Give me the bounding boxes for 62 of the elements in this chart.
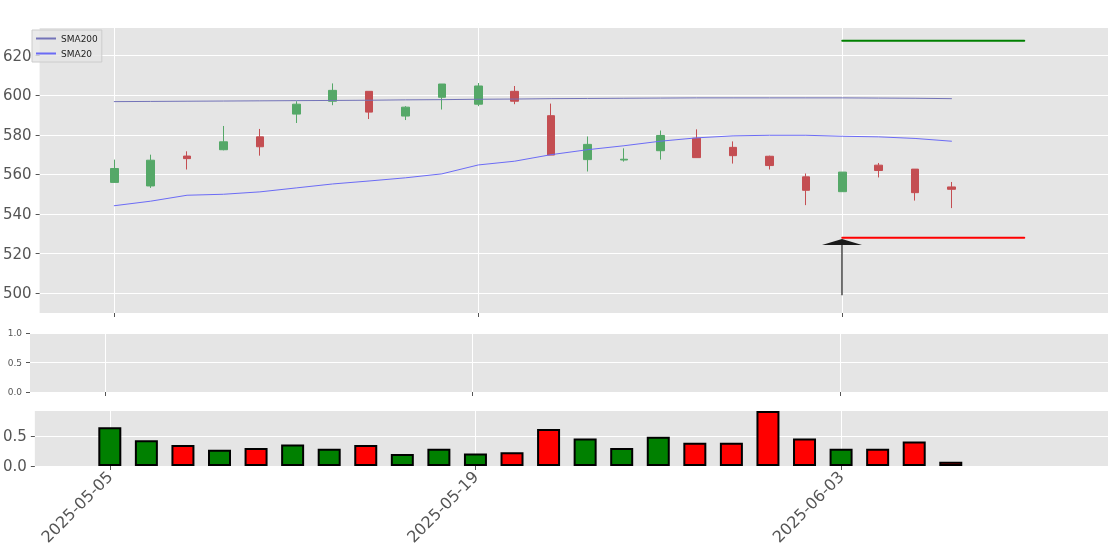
bar — [939, 461, 963, 466]
candlestick — [474, 82, 483, 107]
bar — [866, 448, 890, 466]
bar — [317, 448, 341, 466]
legend-label: SMA200 — [61, 33, 99, 44]
bar — [171, 445, 195, 466]
y-tick-label: 540 — [2, 205, 32, 224]
candlestick — [292, 100, 301, 124]
bar — [646, 436, 670, 466]
bar — [683, 442, 707, 466]
y-tick-label: 580 — [2, 125, 32, 144]
candlestick — [401, 105, 410, 121]
bar — [500, 452, 524, 466]
bar — [463, 453, 487, 466]
candlestick — [365, 90, 373, 120]
candlestick — [146, 154, 155, 189]
candlestick — [110, 159, 119, 183]
candlestick — [874, 162, 883, 178]
y-tick-label: 0.0 — [3, 457, 27, 475]
bar — [427, 448, 451, 466]
candlestick — [692, 128, 701, 159]
candlestick — [547, 103, 555, 156]
y-tick-label: 0.5 — [7, 357, 22, 368]
bar — [902, 441, 926, 466]
candlestick — [765, 155, 774, 171]
candlestick — [183, 150, 191, 171]
candlestick — [620, 147, 628, 163]
y-tick-label: 0.0 — [7, 387, 23, 397]
line-series — [113, 134, 952, 207]
bar — [756, 411, 780, 466]
candlestick — [947, 181, 956, 209]
candlestick — [729, 140, 737, 165]
candlestick — [438, 83, 446, 111]
candlestick — [911, 168, 919, 202]
bar — [354, 445, 378, 466]
legend-label: SMA20 — [61, 48, 93, 59]
candlestick — [219, 125, 228, 151]
bar — [573, 438, 597, 466]
y-tick-label: 0.5 — [3, 427, 27, 446]
bar — [719, 442, 743, 466]
y-tick-label: 1.0 — [7, 328, 23, 338]
candlestick — [328, 82, 337, 106]
y-tick-label: 500 — [2, 284, 32, 303]
y-tick-label: 560 — [2, 165, 32, 184]
bar — [98, 427, 122, 466]
candlestick — [656, 130, 665, 161]
candlestick — [256, 128, 264, 157]
bar — [134, 440, 158, 466]
candlestick — [802, 172, 810, 206]
candlestick — [583, 135, 592, 172]
candlestick — [838, 171, 847, 193]
y-tick-label: 520 — [2, 244, 32, 263]
bar — [390, 454, 414, 466]
y-tick-label: 600 — [2, 86, 32, 105]
bar — [208, 449, 231, 466]
y-tick-label: 620 — [2, 46, 32, 65]
bar — [829, 448, 853, 466]
bar — [793, 438, 817, 466]
bar — [537, 428, 561, 466]
bar — [244, 448, 268, 466]
bar — [281, 444, 305, 466]
bar — [610, 448, 634, 466]
